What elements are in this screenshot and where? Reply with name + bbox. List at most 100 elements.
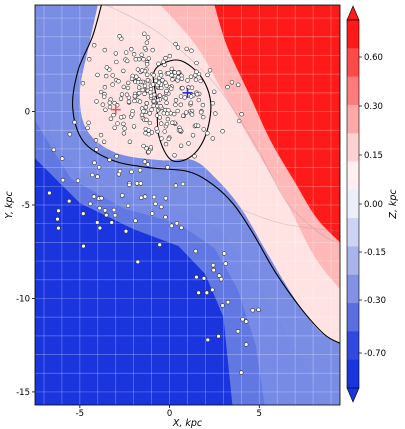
colorbar-segment [347,331,359,361]
data-point [147,120,153,126]
data-point [162,129,167,134]
data-point [91,194,97,199]
data-point [170,77,175,82]
data-point [193,73,198,78]
data-point [175,45,181,50]
colorbar-segment [347,274,359,304]
data-point [104,65,109,70]
data-point [56,225,61,231]
data-point [169,223,174,228]
data-point [201,127,206,132]
data-point [180,113,186,118]
data-point [239,112,244,117]
data-point [195,92,200,97]
colorbar-tick-label: 0.15 [364,151,383,161]
data-point [173,98,179,103]
data-point [110,73,115,78]
markers [110,87,193,115]
data-point [193,248,198,254]
data-point [119,92,125,97]
data-point [47,190,52,196]
data-point [121,131,127,136]
data-point [150,47,155,53]
data-point [98,89,104,95]
data-point [134,181,140,186]
y-tick-label: -15 [16,388,30,398]
data-point [55,216,60,222]
data-point [127,182,132,188]
data-point [178,102,183,107]
data-point [201,114,206,120]
grid-arc [79,133,340,232]
colorbar-segment [347,246,359,276]
data-point [98,132,104,138]
data-point [97,225,103,231]
data-point [154,126,159,131]
data-point [94,99,99,104]
data-point [198,78,203,84]
data-point [186,141,191,146]
data-point [250,308,255,313]
data-point [222,251,227,256]
data-point [109,220,114,225]
data-point [185,78,190,83]
data-point [125,85,131,91]
data-point [178,128,183,133]
y-tick-label: -5 [22,201,30,211]
data-point [170,120,175,125]
data-point [131,52,137,57]
data-point [158,73,164,78]
data-point [167,53,172,59]
colorbar-segment [347,359,359,389]
data-point [158,104,163,109]
data-point [137,99,143,104]
data-point [165,116,171,122]
data-point [145,35,151,40]
data-point [88,201,93,207]
data-point [163,196,168,201]
data-point [122,126,127,131]
data-point [150,211,155,216]
y-axis-label: Y, kpc [4,191,15,219]
colorbar-tick-label: -0.70 [364,349,386,359]
data-point [151,98,157,104]
data-point [166,71,171,76]
data-point [145,78,151,83]
data-point [149,107,154,112]
colorbar-tick-label: -0.30 [364,296,386,306]
data-point [67,198,72,204]
y-tick-label: -10 [16,294,30,304]
data-point [144,101,149,106]
data-point [144,62,150,67]
data-point [113,51,118,56]
data-point [219,277,224,282]
data-point [223,261,228,266]
x-axis-ticks: -5 0 5 [76,405,262,419]
colorbar-segment [347,133,359,162]
data-point [118,96,124,101]
x-tick-label: -5 [76,409,84,419]
data-point [144,117,149,123]
data-point [240,317,245,322]
data-point [192,154,197,159]
data-point [178,143,184,148]
grid-arc [106,5,340,243]
data-point [184,46,189,52]
data-point [142,83,148,89]
colorbar-extend-top [346,5,360,21]
data-point [163,55,168,61]
colorbar-segment [347,104,359,134]
data-point [184,110,189,115]
data-point [225,299,231,305]
data-point [132,98,137,104]
data-point [211,267,216,273]
data-point [157,93,163,98]
data-point [163,96,168,101]
data-point [160,78,165,83]
data-point [176,70,181,75]
plot-area: -5 0 5 0 -5 -10 -15 X, kpc Y, kpc [4,4,341,429]
data-point [85,125,90,131]
x-tick-label: 5 [257,409,262,419]
data-point [189,94,194,99]
data-point [169,66,174,72]
